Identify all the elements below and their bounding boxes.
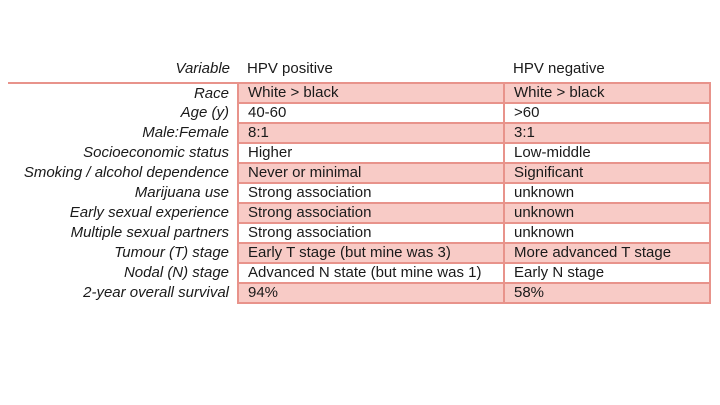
row-label: Marijuana use [134, 184, 229, 201]
hpv-negative-cell: unknown [503, 222, 711, 244]
table-row-socioeconomic-status: Socioeconomic status Higher Low-middle [8, 142, 711, 164]
hpv-negative-cell: Low-middle [503, 142, 711, 164]
row-label: Socioeconomic status [83, 144, 229, 161]
column-header-variable: Variable [8, 58, 238, 84]
hpv-negative-cell: Early N stage [503, 262, 711, 284]
hpv-positive-cell: 94% [237, 282, 505, 304]
table-row-tumour-t-stage: Tumour (T) stage Early T stage (but mine… [8, 242, 711, 264]
row-label: Early sexual experience [69, 204, 229, 221]
hpv-positive-cell: Strong association [237, 222, 505, 244]
table-row-marijuana-use: Marijuana use Strong association unknown [8, 182, 711, 204]
table-row-early-sexual-experience: Early sexual experience Strong associati… [8, 202, 711, 224]
hpv-positive-cell: 8:1 [237, 122, 505, 144]
hpv-comparison-table: Variable HPV positive HPV negative Race … [8, 58, 711, 304]
hpv-negative-cell: More advanced T stage [503, 242, 711, 264]
table-row-race: Race White > black White > black [8, 82, 711, 104]
hpv-positive-cell: Strong association [237, 202, 505, 224]
hpv-positive-cell: White > black [237, 82, 505, 104]
hpv-negative-cell: >60 [503, 102, 711, 124]
hpv-negative-cell: White > black [503, 82, 711, 104]
row-label: Age (y) [180, 104, 229, 121]
table-row-multiple-sexual-partners: Multiple sexual partners Strong associat… [8, 222, 711, 244]
hpv-positive-cell: Early T stage (but mine was 3) [237, 242, 505, 264]
row-label: Multiple sexual partners [70, 224, 229, 241]
row-label: 2-year overall survival [83, 284, 229, 301]
row-label: Race [193, 84, 229, 102]
header-row: Variable HPV positive HPV negative [8, 58, 710, 84]
column-header-hpv-negative: HPV negative [504, 58, 710, 84]
hpv-negative-cell: unknown [503, 182, 711, 204]
hpv-negative-cell: 3:1 [503, 122, 711, 144]
hpv-positive-cell: Never or minimal [237, 162, 505, 184]
table-row-male-female: Male:Female 8:1 3:1 [8, 122, 711, 144]
hpv-positive-cell: Advanced N state (but mine was 1) [237, 262, 505, 284]
hpv-negative-cell: unknown [503, 202, 711, 224]
table-row-smoking-alcohol: Smoking / alcohol dependence Never or mi… [8, 162, 711, 184]
row-label: Nodal (N) stage [123, 264, 229, 281]
table-row-age: Age (y) 40-60 >60 [8, 102, 711, 124]
table-row-nodal-n-stage: Nodal (N) stage Advanced N state (but mi… [8, 262, 711, 284]
row-label: Tumour (T) stage [114, 244, 229, 261]
hpv-positive-cell: 40-60 [237, 102, 505, 124]
hpv-positive-cell: Strong association [237, 182, 505, 204]
row-label: Male:Female [142, 124, 229, 141]
hpv-negative-cell: Significant [503, 162, 711, 184]
hpv-negative-cell: 58% [503, 282, 711, 304]
column-header-hpv-positive: HPV positive [238, 58, 504, 84]
hpv-positive-cell: Higher [237, 142, 505, 164]
row-label: Smoking / alcohol dependence [23, 164, 229, 181]
table-row-2-year-overall-survival: 2-year overall survival 94% 58% [8, 282, 711, 304]
